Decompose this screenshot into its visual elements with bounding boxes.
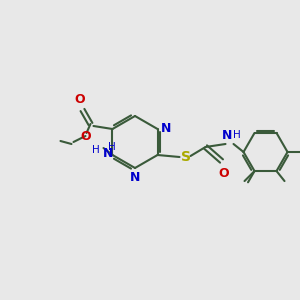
Text: O: O	[80, 130, 91, 142]
Text: H: H	[92, 145, 100, 155]
Text: O: O	[74, 93, 85, 106]
Text: H: H	[232, 130, 240, 140]
Text: S: S	[181, 150, 190, 164]
Text: O: O	[218, 167, 229, 180]
Text: N: N	[222, 129, 233, 142]
Text: H: H	[109, 142, 116, 152]
Text: N: N	[103, 147, 113, 160]
Text: N: N	[130, 171, 140, 184]
Text: N: N	[160, 122, 171, 134]
